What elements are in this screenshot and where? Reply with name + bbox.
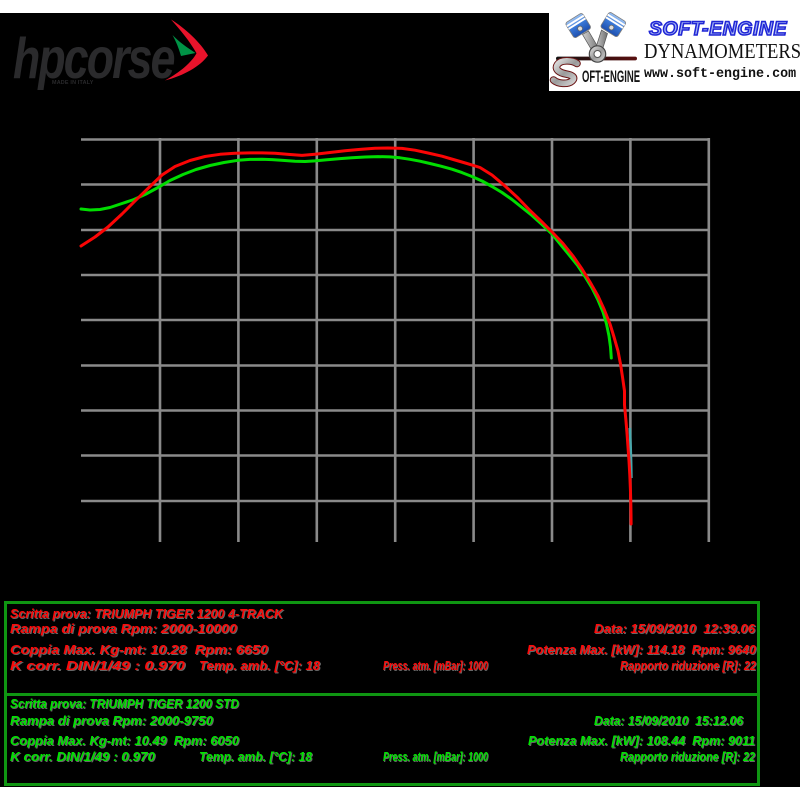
svg-text:hpcorse: hpcorse [13, 25, 175, 90]
svg-text:OFT-ENGINE: OFT-ENGINE [582, 67, 640, 85]
svg-text:MADE IN ITALY: MADE IN ITALY [52, 80, 94, 86]
